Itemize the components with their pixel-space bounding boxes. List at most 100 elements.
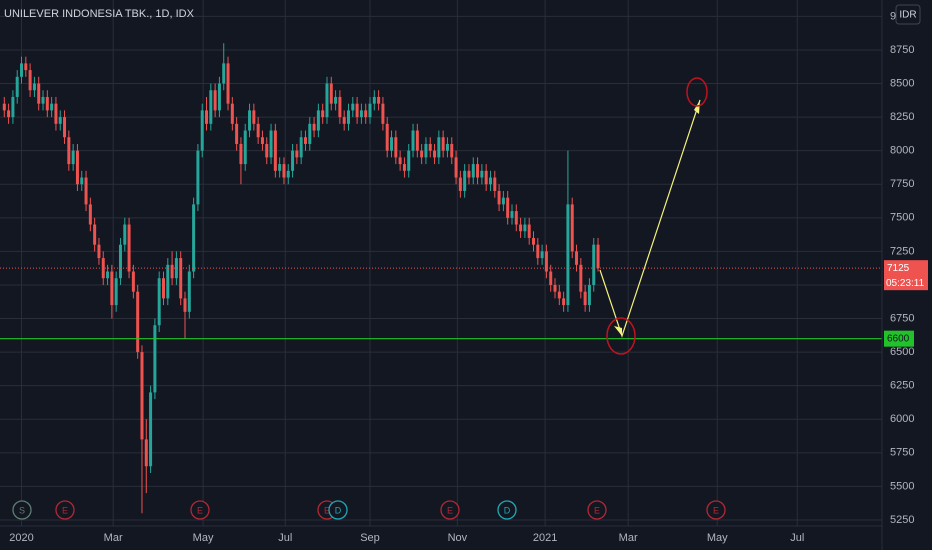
candle-body bbox=[273, 130, 277, 171]
event-label: D bbox=[335, 505, 342, 515]
candle-body bbox=[480, 170, 484, 178]
currency-label: IDR bbox=[899, 10, 916, 21]
event-marker bbox=[440, 500, 460, 520]
event-marker bbox=[706, 500, 726, 520]
candle-body bbox=[192, 204, 196, 272]
candle-body bbox=[428, 143, 432, 151]
y-tick-label: 5750 bbox=[890, 447, 914, 459]
candle-body bbox=[41, 96, 45, 104]
grid bbox=[0, 0, 882, 526]
event-marker bbox=[12, 500, 32, 520]
candle-body bbox=[501, 197, 505, 205]
candle-body bbox=[15, 76, 19, 97]
candle-body bbox=[106, 271, 110, 279]
candle-body bbox=[325, 83, 329, 118]
y-tick-label: 8500 bbox=[890, 77, 914, 89]
candle-body bbox=[256, 123, 260, 138]
candle-body bbox=[587, 284, 591, 306]
y-tick-label: 5250 bbox=[890, 514, 914, 526]
candle-body bbox=[209, 90, 213, 124]
candle-body bbox=[497, 190, 501, 205]
candle-body bbox=[321, 110, 325, 118]
candle-body bbox=[183, 298, 187, 312]
candle-body bbox=[93, 224, 97, 245]
candle-body bbox=[144, 439, 148, 467]
candle-body bbox=[174, 258, 178, 279]
candle-body bbox=[557, 291, 561, 299]
candle-body bbox=[445, 143, 449, 151]
candle-body bbox=[385, 123, 389, 151]
candle-body bbox=[291, 150, 295, 171]
candle-body bbox=[394, 137, 398, 158]
candle-body bbox=[239, 143, 243, 165]
candle-body bbox=[381, 103, 385, 124]
event-label: E bbox=[324, 505, 330, 515]
candle-body bbox=[592, 244, 596, 285]
candle-body bbox=[450, 143, 454, 158]
candle-body bbox=[377, 96, 381, 104]
event-label: E bbox=[197, 505, 203, 515]
candle-body bbox=[566, 204, 570, 306]
candle-body bbox=[63, 117, 67, 138]
candle-body bbox=[67, 137, 71, 165]
candle-body bbox=[149, 392, 153, 467]
annotation-circle bbox=[606, 317, 636, 355]
candle-body bbox=[488, 177, 492, 185]
candle-body bbox=[463, 170, 467, 191]
candle-body bbox=[20, 63, 24, 77]
arrow-head bbox=[694, 100, 700, 114]
candle-body bbox=[37, 83, 41, 104]
y-tick-label: 8000 bbox=[890, 145, 914, 157]
candle-body bbox=[222, 63, 226, 84]
candle-body bbox=[368, 103, 372, 118]
candle-body bbox=[575, 251, 579, 265]
candle-body bbox=[355, 103, 359, 118]
candle-body bbox=[364, 110, 368, 118]
event-marker bbox=[497, 500, 517, 520]
candle-body bbox=[179, 258, 183, 299]
candle-body bbox=[118, 244, 122, 279]
candle-body bbox=[527, 224, 531, 238]
candle-body bbox=[205, 110, 209, 124]
event-label: D bbox=[504, 505, 511, 515]
candle-body bbox=[80, 177, 84, 185]
x-tick-label: Mar bbox=[104, 532, 123, 544]
candle-body bbox=[583, 291, 587, 306]
x-tick-label: Jul bbox=[790, 532, 804, 544]
candle-body bbox=[420, 150, 424, 158]
candle-body bbox=[127, 224, 131, 272]
candle-body bbox=[544, 251, 548, 272]
plot bbox=[0, 43, 882, 514]
candle-body bbox=[28, 70, 32, 91]
candle-body bbox=[7, 110, 11, 118]
candle-body bbox=[213, 90, 217, 111]
candle-body bbox=[32, 83, 36, 91]
last-price-label: 7125 bbox=[887, 263, 910, 274]
event-label: E bbox=[447, 505, 453, 515]
y-tick-label: 5500 bbox=[890, 480, 914, 492]
candle-body bbox=[424, 143, 428, 158]
candle-body bbox=[45, 96, 49, 111]
y-tick-label: 7250 bbox=[890, 245, 914, 257]
candle-body bbox=[334, 96, 338, 104]
y-tick-label: 6750 bbox=[890, 312, 914, 324]
candle-body bbox=[390, 137, 394, 151]
candle-body bbox=[97, 244, 101, 259]
event-marker bbox=[55, 500, 75, 520]
x-tick-label: May bbox=[707, 532, 728, 544]
currency-badge[interactable] bbox=[895, 4, 921, 25]
candle-body bbox=[2, 103, 6, 111]
candle-body bbox=[58, 117, 62, 124]
candle-body bbox=[226, 63, 230, 104]
x-tick-label: 2020 bbox=[9, 532, 33, 544]
candle-body bbox=[519, 224, 523, 232]
candle-body bbox=[484, 170, 488, 185]
candle-body bbox=[101, 258, 105, 279]
candle-body bbox=[338, 96, 342, 118]
candle-body bbox=[248, 110, 252, 131]
y-tick-label: 8750 bbox=[890, 44, 914, 56]
candle-body bbox=[471, 164, 475, 178]
y-tick-label: 6000 bbox=[890, 413, 914, 425]
candle-body bbox=[312, 123, 316, 131]
